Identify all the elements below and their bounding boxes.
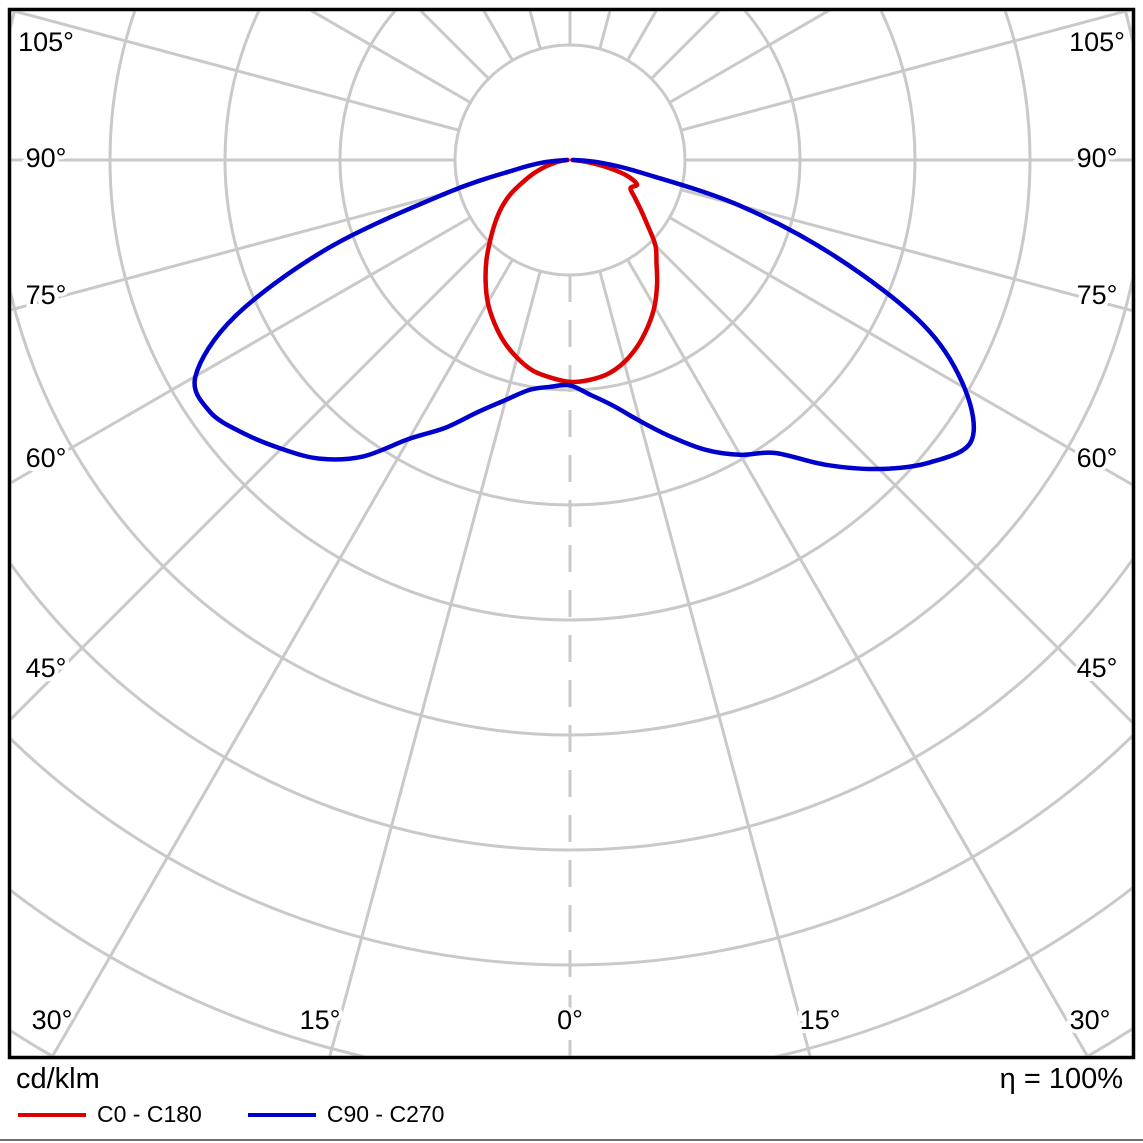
efficiency-label: η = 100%	[999, 1063, 1123, 1095]
grid-ray	[11, 11, 460, 132]
legend-item-c0-c180: C0 - C180	[18, 1101, 202, 1128]
angle-label: 30°	[1070, 1005, 1111, 1035]
grid-ray	[598, 11, 612, 50]
grid-ray	[528, 11, 542, 50]
grid-ray	[11, 188, 460, 312]
grid-ray	[650, 240, 1132, 724]
angle-label: 0°	[557, 1005, 583, 1035]
legend-label-c90-c270: C90 - C270	[326, 1101, 445, 1127]
footer-top-row: cd/klm η = 100%	[0, 1062, 1143, 1096]
angle-label: 75°	[1077, 280, 1118, 310]
units-label: cd/klm	[16, 1063, 100, 1095]
angle-label: 90°	[26, 143, 67, 173]
grid-ray	[626, 258, 1089, 1056]
grid-ray	[11, 240, 490, 721]
chart-frame	[7, 7, 1136, 1060]
legend-swatch-red-line	[18, 1112, 86, 1117]
angle-label: 105°	[1069, 27, 1125, 57]
angle-label: 90°	[1077, 143, 1118, 173]
curve-c90-c270	[192, 157, 977, 472]
grid-ray	[51, 258, 514, 1056]
angle-label: 15°	[300, 1005, 341, 1035]
angle-label: 105°	[18, 27, 74, 57]
angle-label: 30°	[32, 1005, 73, 1035]
grid-ray	[668, 216, 1132, 486]
grid-ray	[11, 216, 472, 485]
grid-ray	[680, 188, 1132, 313]
angle-label: 45°	[26, 653, 67, 683]
angle-label: 60°	[1077, 443, 1118, 473]
angle-label: 60°	[26, 443, 67, 473]
grid-ray	[328, 270, 542, 1056]
grid-ring	[11, 558, 1132, 852]
polar-chart: 105° 90° 75° 60° 45° 30° 15° 0° 15° 30° 45° 60° 75° 9…	[7, 7, 1136, 1060]
polar-grid-and-curves	[11, 11, 1132, 1056]
grid-ray	[680, 11, 1131, 132]
angle-label: 15°	[800, 1005, 841, 1035]
legend-label-c0-c180: C0 - C180	[97, 1101, 202, 1127]
legend-item-c90-c270: C90 - C270	[247, 1101, 445, 1128]
legend: C0 - C180 C90 - C270	[0, 1096, 1143, 1141]
grid-ray	[598, 270, 812, 1056]
curve-c0-c180	[483, 157, 660, 385]
chart-footer: cd/klm η = 100% C0 - C180 C90 - C270	[0, 1062, 1143, 1141]
angle-label: 75°	[26, 280, 67, 310]
legend-swatch-blue-line	[247, 1112, 316, 1117]
angle-label: 45°	[1077, 653, 1118, 683]
